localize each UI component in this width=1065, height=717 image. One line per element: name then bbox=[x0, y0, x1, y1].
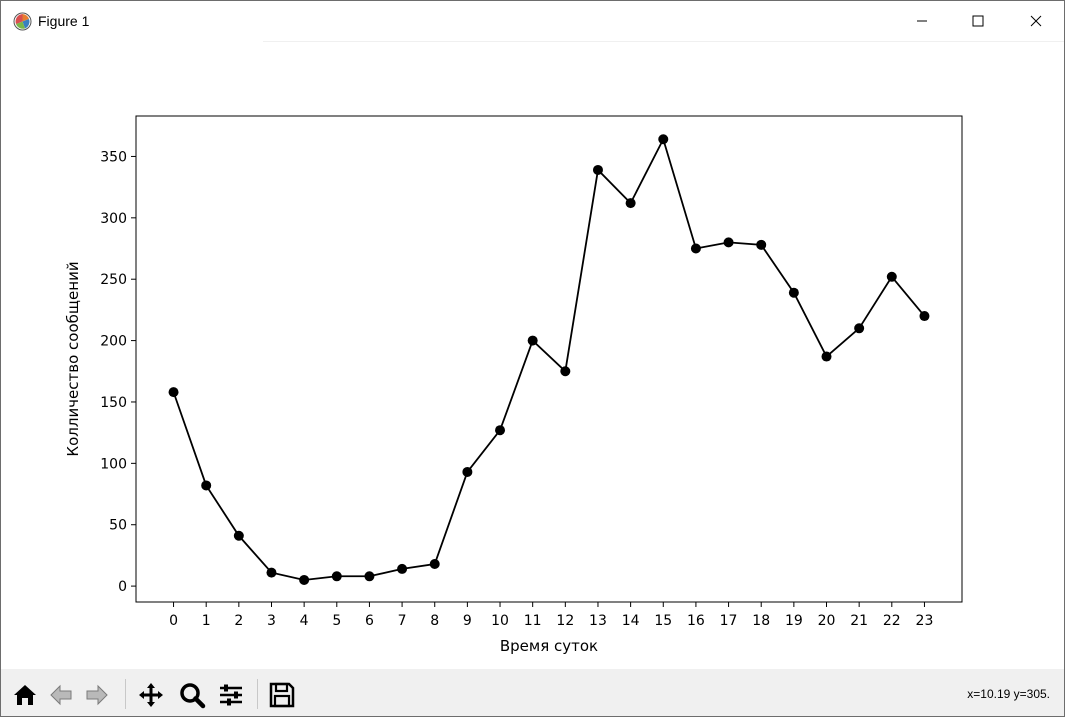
configure-subplots-button[interactable] bbox=[215, 679, 247, 711]
x-tick-label: 14 bbox=[622, 613, 640, 629]
data-point bbox=[690, 243, 701, 254]
data-point bbox=[592, 164, 603, 175]
data-point bbox=[658, 134, 669, 145]
x-tick-label: 23 bbox=[916, 613, 934, 629]
data-point bbox=[821, 351, 832, 362]
y-tick-label: 350 bbox=[100, 149, 127, 165]
x-tick-label: 5 bbox=[332, 613, 341, 629]
data-point bbox=[364, 571, 375, 582]
pan-icon bbox=[139, 683, 163, 707]
y-tick-label: 200 bbox=[100, 334, 127, 350]
data-point bbox=[462, 466, 473, 477]
data-point bbox=[233, 530, 244, 541]
title-separator bbox=[263, 41, 1064, 42]
maximize-button[interactable] bbox=[955, 1, 1001, 41]
plot-area bbox=[135, 115, 963, 603]
x-tick-label: 7 bbox=[398, 613, 407, 629]
data-point bbox=[201, 480, 212, 491]
zoom-button[interactable] bbox=[176, 679, 208, 711]
data-point bbox=[625, 198, 636, 209]
data-point bbox=[723, 237, 734, 248]
configure-subplots-icon bbox=[220, 684, 242, 706]
save-icon bbox=[269, 682, 295, 708]
data-point bbox=[756, 239, 767, 250]
x-tick-label: 11 bbox=[524, 613, 542, 629]
data-point bbox=[495, 425, 506, 436]
x-tick-label: 18 bbox=[752, 613, 770, 629]
home-icon bbox=[14, 685, 36, 705]
y-axis: 0 50 100 150 200 250 300 350 bbox=[100, 149, 136, 595]
x-tick-label: 16 bbox=[687, 613, 705, 629]
navigation-toolbar: x=10.19 y=305. bbox=[1, 669, 1064, 716]
data-point bbox=[527, 335, 538, 346]
x-axis-label: Время суток bbox=[500, 637, 598, 655]
save-button[interactable] bbox=[266, 679, 298, 711]
data-point bbox=[886, 271, 897, 282]
minimize-icon bbox=[917, 20, 927, 22]
y-tick-label: 0 bbox=[118, 579, 127, 595]
x-tick-label: 6 bbox=[365, 613, 374, 629]
line-chart[interactable]: 0 1 2 3 4 5 6 7 8 9 10 11 12 13 14 15 16 17 18 19 20 21 22 23 0… bbox=[1, 42, 1064, 669]
zoom-icon bbox=[180, 683, 206, 709]
x-tick-label: 4 bbox=[300, 613, 309, 629]
close-icon bbox=[1030, 15, 1042, 27]
home-button[interactable] bbox=[9, 679, 41, 711]
data-point bbox=[854, 323, 865, 334]
x-tick-label: 19 bbox=[785, 613, 803, 629]
data-point bbox=[331, 571, 342, 582]
x-tick-label: 12 bbox=[556, 613, 574, 629]
x-tick-label: 15 bbox=[654, 613, 672, 629]
pan-button[interactable] bbox=[135, 679, 167, 711]
x-tick-label: 10 bbox=[491, 613, 509, 629]
x-tick-label: 9 bbox=[463, 613, 472, 629]
x-tick-label: 3 bbox=[267, 613, 276, 629]
x-tick-label: 8 bbox=[430, 613, 439, 629]
series-line bbox=[172, 136, 926, 581]
data-point bbox=[266, 567, 277, 578]
y-tick-label: 100 bbox=[100, 456, 127, 472]
data-point bbox=[560, 366, 571, 377]
data-point bbox=[168, 387, 179, 398]
maximize-icon bbox=[972, 15, 984, 27]
cursor-coordinates: x=10.19 y=305. bbox=[967, 687, 1050, 701]
back-arrow-icon bbox=[50, 684, 72, 706]
toolbar-separator bbox=[125, 679, 126, 709]
close-button[interactable] bbox=[1013, 1, 1059, 41]
x-tick-label: 17 bbox=[720, 613, 738, 629]
matplotlib-icon bbox=[13, 12, 32, 31]
y-tick-label: 150 bbox=[100, 395, 127, 411]
data-point bbox=[397, 563, 408, 574]
x-tick-label: 2 bbox=[234, 613, 243, 629]
x-tick-label: 22 bbox=[883, 613, 901, 629]
y-axis-label: Колличество сообщений bbox=[64, 261, 82, 456]
title-bar[interactable]: Figure 1 bbox=[1, 1, 1064, 41]
y-tick-label: 250 bbox=[100, 272, 127, 288]
minimize-button[interactable] bbox=[899, 1, 945, 41]
forward-button[interactable] bbox=[81, 679, 113, 711]
x-axis: 0 1 2 3 4 5 6 7 8 9 10 11 12 13 14 15 16 17 18 19 20 21 22 23 bbox=[169, 602, 933, 629]
x-tick-label: 20 bbox=[818, 613, 836, 629]
forward-arrow-icon bbox=[86, 684, 108, 706]
toolbar-separator bbox=[257, 679, 258, 709]
back-button[interactable] bbox=[45, 679, 77, 711]
x-tick-label: 0 bbox=[169, 613, 178, 629]
x-tick-label: 21 bbox=[850, 613, 868, 629]
x-tick-label: 1 bbox=[202, 613, 211, 629]
data-points bbox=[168, 134, 930, 585]
figure-canvas[interactable]: 0 1 2 3 4 5 6 7 8 9 10 11 12 13 14 15 16 17 18 19 20 21 22 23 0… bbox=[1, 42, 1064, 669]
x-tick-label: 13 bbox=[589, 613, 607, 629]
data-point bbox=[429, 559, 440, 570]
data-point bbox=[299, 574, 310, 585]
window-title: Figure 1 bbox=[38, 13, 90, 29]
y-tick-label: 300 bbox=[100, 211, 127, 227]
data-point bbox=[788, 287, 799, 298]
data-point bbox=[919, 311, 930, 322]
y-tick-label: 50 bbox=[109, 518, 127, 534]
